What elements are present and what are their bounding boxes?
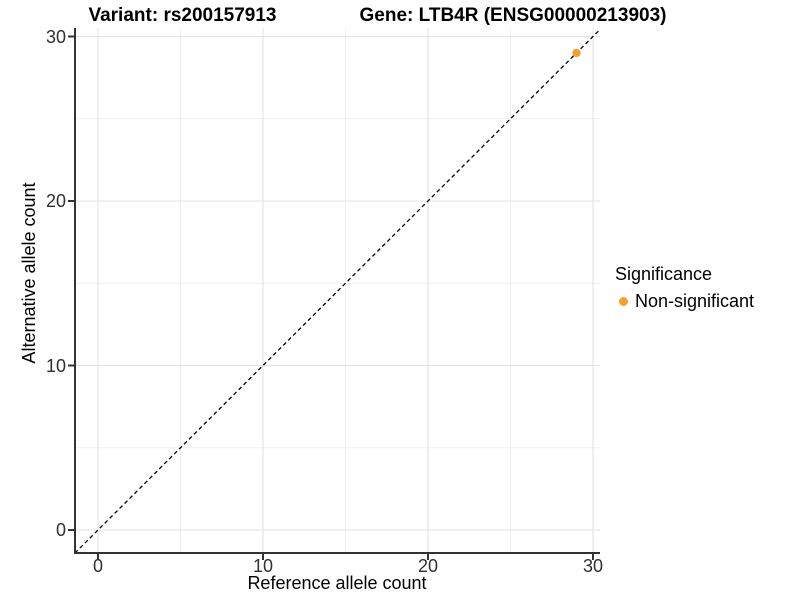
legend-item-label: Non-significant <box>635 290 755 311</box>
variant-title: Variant: rs200157913 <box>88 5 277 26</box>
y-tick-label: 0 <box>55 520 66 540</box>
x-axis-title: Reference allele count <box>247 573 427 593</box>
legend-title: Significance <box>615 264 713 284</box>
x-tick-label: 0 <box>92 556 103 576</box>
x-tick-label: 30 <box>582 556 604 576</box>
y-tick-label: 10 <box>45 355 66 376</box>
data-point <box>572 48 581 58</box>
legend: Significance Non-significant <box>615 264 754 312</box>
non-significant-point-icon <box>619 296 628 306</box>
y-tick-label: 20 <box>45 191 66 211</box>
x-tick-label: 20 <box>417 556 439 576</box>
gene-title: Gene: LTB4R (ENSG00000213903) <box>359 5 667 26</box>
identity-line <box>74 29 601 554</box>
plot-panel <box>68 28 601 560</box>
x-tick-label: 10 <box>252 556 274 576</box>
legend-item-non-significant: Non-significant <box>615 290 754 312</box>
y-tick-label: 30 <box>45 26 66 47</box>
